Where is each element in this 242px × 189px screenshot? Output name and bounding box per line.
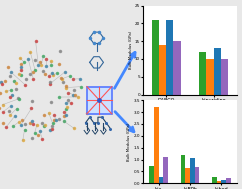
Bar: [199, 52, 206, 94]
Bar: [152, 20, 159, 94]
FancyBboxPatch shape: [87, 87, 112, 114]
Y-axis label: Bulk Modulus (GPa): Bulk Modulus (GPa): [128, 123, 131, 161]
Bar: [195, 167, 199, 183]
Bar: [166, 20, 174, 94]
Bar: [174, 41, 181, 94]
Bar: [149, 166, 154, 183]
Bar: [221, 180, 226, 183]
Bar: [185, 168, 190, 183]
Legend: Co, Cu, Mn, Zn: Co, Cu, Mn, Zn: [167, 122, 213, 126]
Bar: [212, 177, 217, 183]
Bar: [214, 48, 221, 94]
Bar: [159, 45, 166, 94]
Bar: [206, 59, 214, 94]
Bar: [190, 158, 195, 183]
Bar: [217, 181, 221, 183]
Bar: [181, 155, 185, 183]
Y-axis label: Bulk Modulus (GPa): Bulk Modulus (GPa): [129, 31, 133, 69]
Bar: [159, 177, 163, 183]
Bar: [226, 178, 231, 183]
Bar: [221, 59, 228, 94]
Bar: [154, 107, 159, 183]
Bar: [163, 157, 168, 183]
